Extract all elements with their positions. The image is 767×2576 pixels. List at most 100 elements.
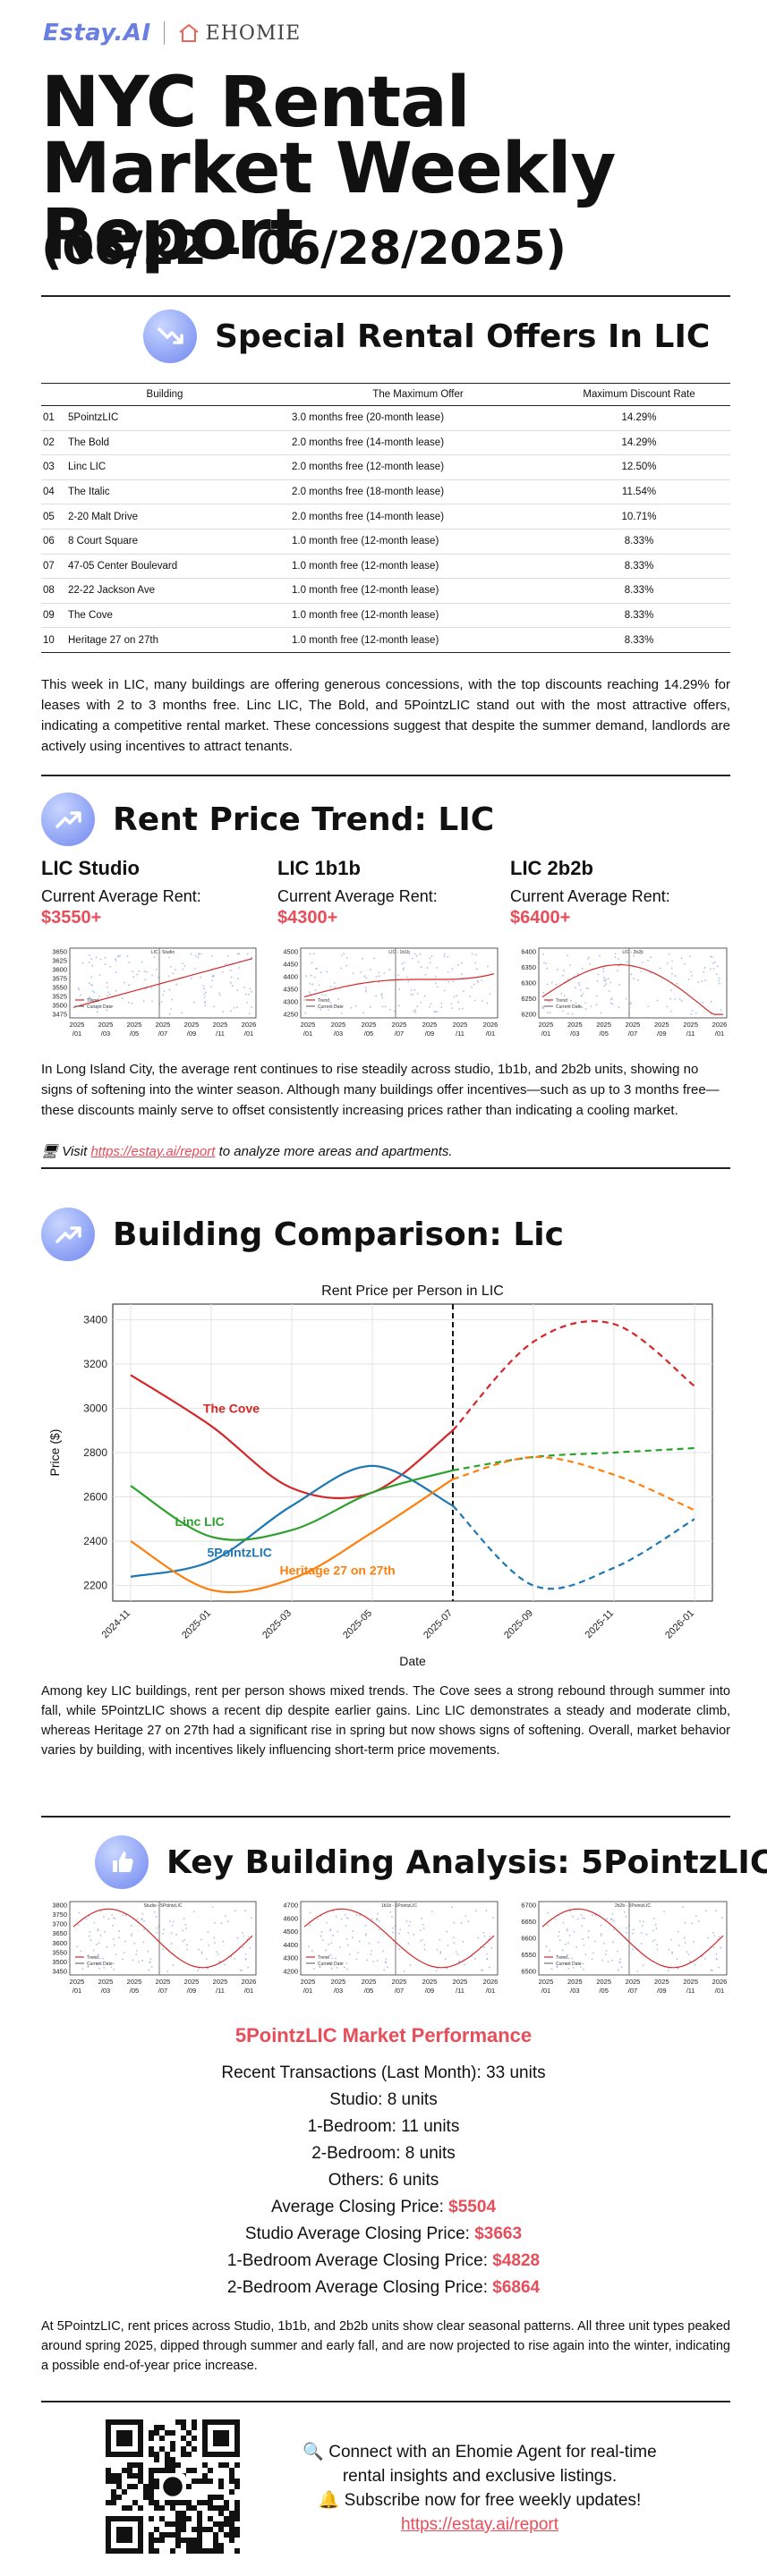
scatter-point <box>245 993 247 996</box>
row-rate: 8.33% <box>548 554 730 580</box>
y-tick-label: 3800 <box>52 1902 67 1910</box>
qr-module <box>192 2505 197 2511</box>
y-tick-label: 4250 <box>283 1011 298 1019</box>
scatter-point <box>225 963 226 965</box>
scatter-point <box>211 979 213 982</box>
qr-module <box>192 2538 197 2543</box>
col-rate: Maximum Discount Rate <box>548 383 730 406</box>
scatter-point <box>330 1967 333 1970</box>
scatter-point <box>131 1933 133 1936</box>
qr-module <box>213 2543 218 2548</box>
scatter-point <box>633 954 635 957</box>
x-tick-label: 2024-11 <box>100 1608 132 1640</box>
scatter-point <box>352 1930 354 1932</box>
scatter-point <box>85 1918 88 1920</box>
qr-module <box>175 2538 181 2543</box>
y-tick-label: 4200 <box>283 1968 298 1976</box>
scatter-point <box>687 978 690 980</box>
row-offer: 2.0 months free (14-month lease) <box>288 504 548 530</box>
x-tick-label: 2025 <box>362 1978 377 1986</box>
y-tick-label: 3400 <box>83 1313 107 1326</box>
footer-link[interactable]: https://estay.ai/report <box>400 2515 558 2534</box>
qr-module <box>165 2532 170 2538</box>
scatter-point <box>596 980 599 982</box>
scatter-point <box>695 1915 697 1917</box>
qr-module <box>197 2548 202 2554</box>
scatter-point <box>462 1940 464 1943</box>
qr-module <box>186 2543 192 2548</box>
scatter-point <box>603 1942 605 1945</box>
qr-module <box>181 2511 186 2516</box>
scatter-point <box>669 997 671 1000</box>
x-tick-label: 2025 <box>156 1978 171 1986</box>
x-tick-label: 2026 <box>712 1978 728 1986</box>
scatter-point <box>398 1004 400 1007</box>
scatter-point <box>576 973 579 975</box>
scatter-point <box>614 953 617 955</box>
qr-module <box>149 2468 154 2473</box>
scatter-point <box>132 1959 134 1962</box>
scatter-point <box>636 1970 639 1972</box>
scatter-point <box>677 1930 679 1933</box>
scatter-point <box>88 1935 90 1937</box>
qr-module <box>122 2468 127 2473</box>
scatter-point <box>320 1935 322 1937</box>
qr-module <box>170 2430 175 2436</box>
scatter-point <box>712 968 715 970</box>
qr-module <box>197 2500 202 2505</box>
unit-2b2b: LIC 2b2b Current Average Rent: $6400+ <box>510 857 734 928</box>
scatter-point <box>95 956 98 959</box>
scatter-point <box>605 983 607 986</box>
scatter-point <box>582 1917 584 1919</box>
series-line-actual <box>130 1469 454 1541</box>
qr-module <box>159 2516 165 2521</box>
scatter-point <box>712 1931 714 1934</box>
scatter-point <box>618 984 621 986</box>
scatter-point <box>411 957 413 960</box>
qr-module <box>213 2521 218 2527</box>
row-number: 04 <box>41 479 64 505</box>
scatter-point <box>234 1910 236 1912</box>
scatter-point <box>620 1966 623 1969</box>
scatter-point <box>345 1917 348 1919</box>
row-rate: 8.33% <box>548 627 730 653</box>
scatter-point <box>88 962 90 963</box>
scatter-point <box>414 1011 417 1013</box>
qr-module <box>154 2479 159 2484</box>
y-tick-label: 3575 <box>52 975 67 983</box>
scatter-point <box>563 995 566 997</box>
scatter-point <box>474 962 477 964</box>
qr-module <box>149 2479 154 2484</box>
y-tick-label: 6250 <box>521 995 536 1003</box>
scatter-point <box>715 1953 718 1955</box>
scatter-point <box>422 1927 425 1929</box>
legend-label: Trend <box>556 1955 567 1961</box>
report-link[interactable]: https://estay.ai/report <box>90 1144 216 1159</box>
scatter-point <box>440 1002 443 1004</box>
x-tick-label: /05 <box>364 1030 373 1038</box>
qr-module <box>111 2495 116 2500</box>
scatter-point <box>142 1000 145 1003</box>
x-tick-label: /09 <box>425 1987 434 1995</box>
scatter-point <box>573 1930 575 1933</box>
scatter-point <box>81 1968 84 1970</box>
scatter-point <box>545 1945 548 1948</box>
scatter-point <box>132 976 135 979</box>
scatter-point <box>439 1951 442 1953</box>
scatter-point <box>571 1957 574 1960</box>
row-number: 06 <box>41 529 64 555</box>
scatter-point <box>305 975 307 978</box>
scatter-point <box>656 1948 659 1951</box>
scatter-point <box>587 987 589 989</box>
scatter-point <box>182 1929 184 1932</box>
qr-module <box>165 2457 170 2462</box>
scatter-point <box>430 955 433 957</box>
qr-module <box>106 2468 111 2473</box>
qr-module <box>186 2441 192 2446</box>
scatter-point <box>363 975 366 978</box>
scatter-point <box>569 964 571 966</box>
qr-module <box>181 2527 186 2532</box>
qr-code[interactable] <box>106 2419 240 2554</box>
scatter-point <box>630 973 633 976</box>
mini-chart-svg: LIC - Studio 3650362536003575355035253500… <box>52 948 257 1038</box>
